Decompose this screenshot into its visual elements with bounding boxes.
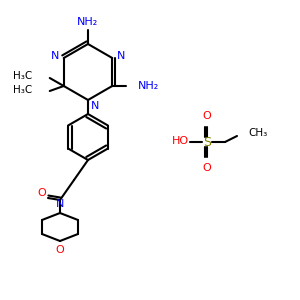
Text: S: S [203,136,211,148]
Text: N: N [56,199,64,209]
Text: HO: HO [171,136,189,146]
Text: O: O [202,163,211,173]
Text: N: N [91,101,99,111]
Text: N: N [117,51,126,61]
Text: NH₂: NH₂ [77,17,99,27]
Text: H₃C: H₃C [13,85,32,95]
Text: H₃C: H₃C [13,71,32,81]
Text: CH₃: CH₃ [248,128,267,138]
Text: O: O [56,245,64,255]
Text: O: O [202,111,211,121]
Text: N: N [50,51,59,61]
Text: NH₂: NH₂ [138,81,160,91]
Text: O: O [38,188,46,198]
